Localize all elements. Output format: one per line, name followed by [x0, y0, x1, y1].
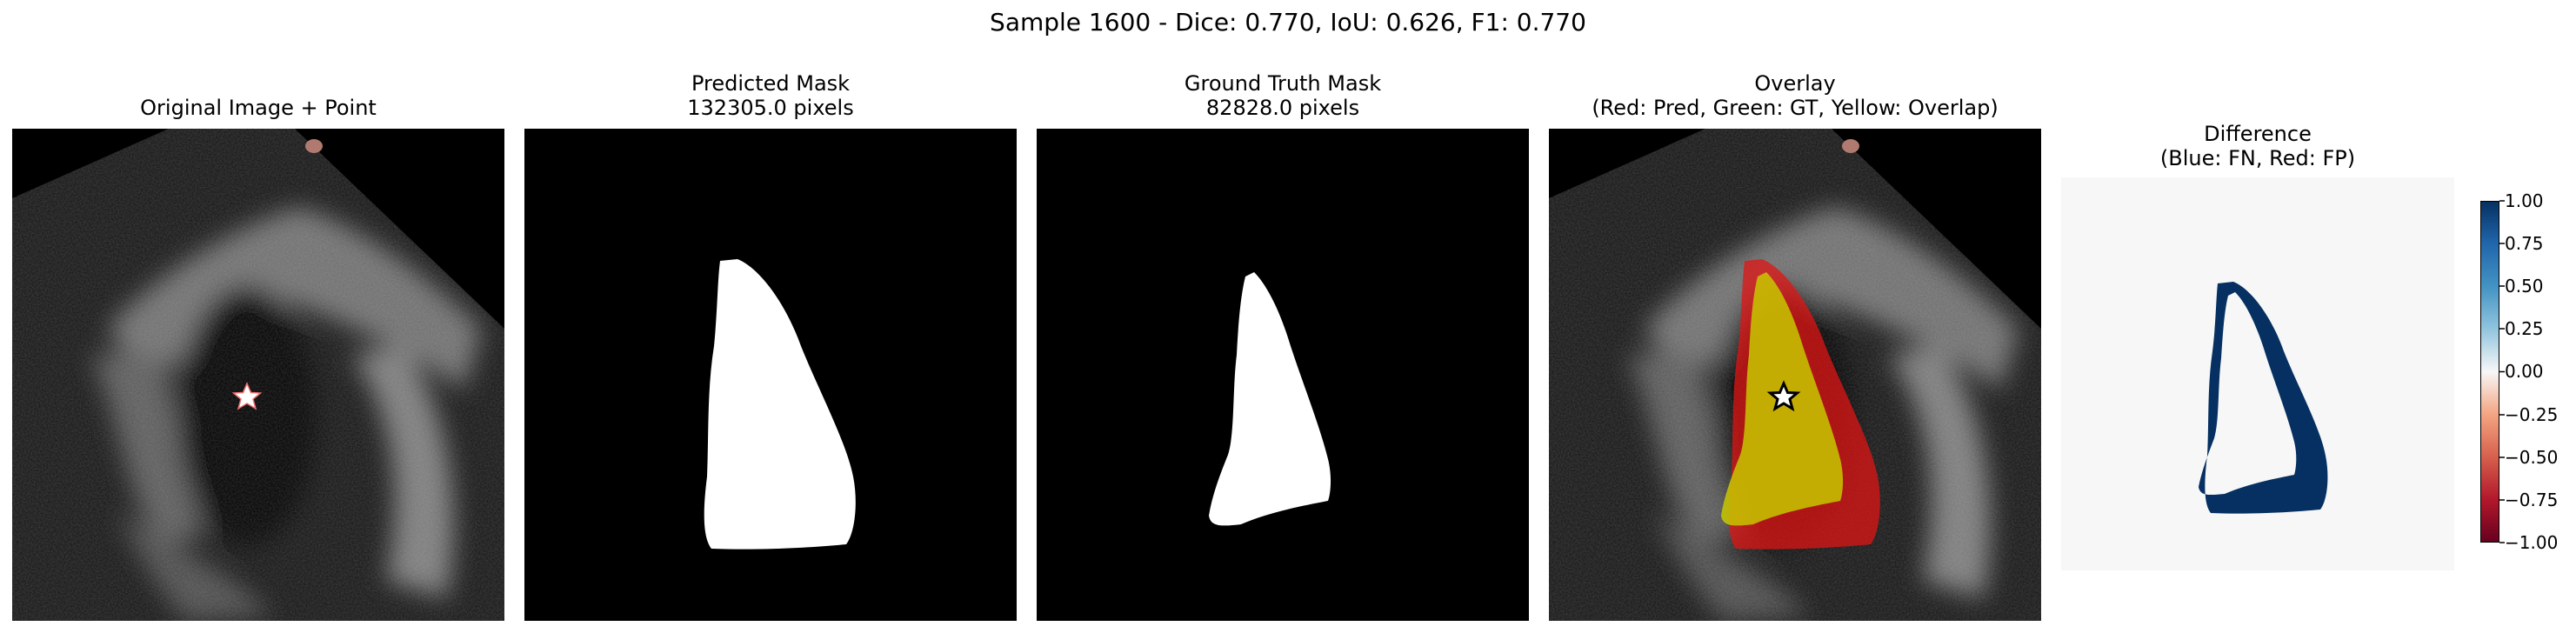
- colorbar-tick-label: 0.75: [2505, 233, 2544, 254]
- overlay-prompt-point-star-icon: [1766, 380, 1801, 412]
- colorbar-tick-label: 1.00: [2505, 190, 2544, 211]
- panel-overlay: [1549, 129, 2041, 621]
- panel-title-line: Overlay: [1754, 71, 1836, 96]
- panel-original-image: [12, 129, 504, 621]
- panel-title-line: Ground Truth Mask: [1184, 71, 1382, 96]
- predicted-mask-region: [704, 259, 856, 550]
- panel-title-line: 132305.0 pixels: [687, 96, 854, 120]
- panel-title-difference: Difference (Blue: FN, Red: FP): [2061, 122, 2454, 170]
- colorbar-tick-label: 0.25: [2505, 318, 2544, 339]
- difference-colorbar: [2480, 201, 2499, 543]
- colorbar-tick-label: −0.75: [2505, 490, 2559, 510]
- colorbar-tick-label: −1.00: [2505, 532, 2559, 553]
- panel-title-line: Predicted Mask: [691, 71, 851, 96]
- panel-ground-truth-mask: [1037, 129, 1529, 621]
- panel-predicted-mask: [524, 129, 1017, 621]
- colorbar-tick-marks: [2499, 200, 2505, 543]
- colorbar-tick-label: 0.50: [2505, 276, 2544, 297]
- colorbar-tick-label: −0.50: [2505, 447, 2559, 468]
- ground-truth-mask-region: [1209, 272, 1331, 526]
- panel-title-line: (Red: Pred, Green: GT, Yellow: Overlap): [1592, 96, 1999, 120]
- panel-difference: [2061, 177, 2454, 570]
- panel-title-original: Original Image + Point: [12, 96, 504, 120]
- panel-title-overlay: Overlay (Red: Pred, Green: GT, Yellow: O…: [1549, 71, 2041, 120]
- colorbar-tick-label: −0.25: [2505, 404, 2559, 425]
- figure-suptitle: Sample 1600 - Dice: 0.770, IoU: 0.626, F…: [990, 8, 1586, 37]
- panel-title-line: Original Image + Point: [140, 96, 377, 120]
- panel-title-predicted: Predicted Mask 132305.0 pixels: [524, 71, 1017, 120]
- difference-false-negative-region: [2199, 282, 2328, 514]
- panel-title-line: Difference: [2204, 122, 2312, 146]
- panel-title-line: 82828.0 pixels: [1205, 96, 1360, 120]
- colorbar-tick-label: 0.00: [2505, 361, 2544, 382]
- panel-title-line: (Blue: FN, Red: FP): [2159, 146, 2356, 170]
- panel-title-ground-truth: Ground Truth Mask 82828.0 pixels: [1037, 71, 1529, 120]
- prompt-point-star-icon: [231, 382, 263, 410]
